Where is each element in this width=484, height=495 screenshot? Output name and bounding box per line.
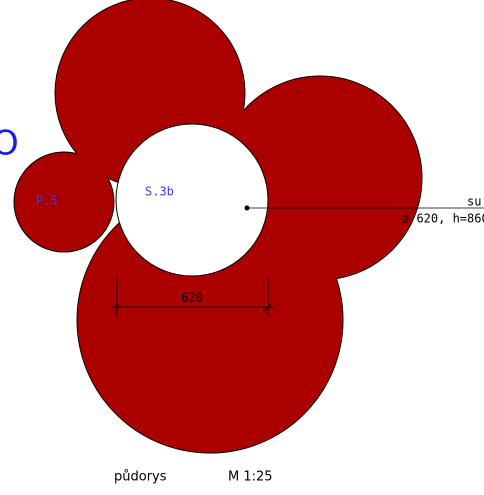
- opening: [115, 123, 269, 277]
- room-label: P.5: [36, 194, 58, 208]
- dimension-line: [112, 278, 273, 316]
- leader-label: ø 620, h=860: [402, 212, 484, 226]
- lobe: [13, 151, 115, 253]
- dimension-label: 620: [181, 291, 203, 305]
- room-label: S.3b: [145, 185, 174, 199]
- edge-mark: O: [0, 124, 19, 164]
- dim-tick: [263, 302, 273, 312]
- dim-tick: [112, 302, 122, 312]
- view-label: půdorys: [114, 470, 167, 485]
- leader-label: su: [467, 195, 481, 209]
- scale-label: M 1:25: [228, 470, 273, 485]
